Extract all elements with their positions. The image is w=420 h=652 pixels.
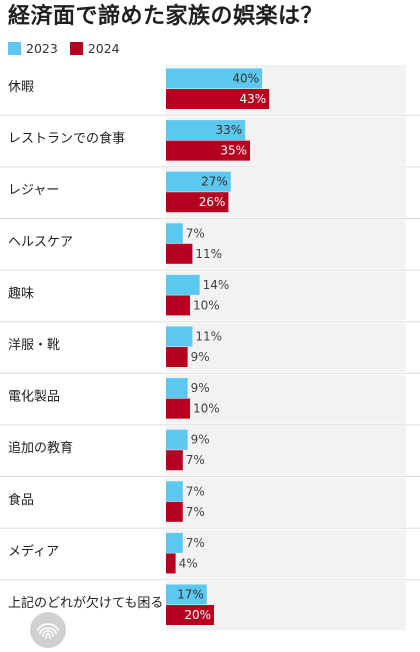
bar-2024 — [166, 295, 190, 316]
data-label-2023: 40% — [232, 72, 259, 86]
data-label-2023: 9% — [191, 381, 210, 395]
bar-2023 — [166, 429, 188, 450]
row-background — [166, 271, 406, 321]
legend-label-2023: 2023 — [26, 40, 58, 56]
bar-2023 — [166, 171, 231, 192]
legend-item-2023: 2023 — [8, 41, 58, 56]
data-label-2023: 17% — [177, 588, 204, 602]
category-label: 趣味 — [8, 286, 34, 301]
data-label-2023: 9% — [191, 433, 210, 447]
data-label-2023: 7% — [186, 226, 205, 240]
data-label-2024: 43% — [240, 92, 267, 106]
bar-2023 — [166, 481, 183, 502]
data-label-2024: 9% — [191, 350, 210, 364]
legend-swatch-2023 — [8, 41, 21, 55]
bar-2024 — [166, 553, 176, 574]
category-row: 上記のどれが欠けても困る 17% 20% — [0, 579, 420, 630]
bar-2023 — [166, 68, 262, 89]
data-label-2024: 11% — [195, 247, 222, 261]
bar-2024 — [166, 347, 188, 367]
bar-2023 — [166, 378, 188, 399]
row-background — [166, 426, 406, 476]
data-label-2024: 35% — [220, 144, 247, 158]
category-row: レジャー 27% 26% — [0, 166, 420, 218]
data-label-2024: 26% — [199, 195, 226, 209]
category-label: ヘルスケア — [8, 235, 73, 250]
data-label-2024: 10% — [193, 402, 220, 416]
category-label: レジャー — [8, 183, 59, 198]
data-label-2024: 7% — [186, 453, 205, 467]
data-label-2023: 33% — [216, 123, 243, 137]
category-label: 上記のどれが欠けても困る — [8, 595, 163, 611]
row-background — [166, 219, 406, 269]
row-background — [166, 374, 406, 424]
data-label-2023: 14% — [203, 278, 230, 292]
bar-2024 — [166, 243, 193, 264]
data-label-2023: 27% — [201, 175, 228, 189]
category-label: 追加の教育 — [8, 440, 73, 456]
bar-2024 — [166, 605, 214, 625]
data-label-2024: 7% — [186, 505, 205, 519]
category-row: レストランでの食事 33% 35% — [0, 114, 420, 166]
data-label-2024: 10% — [193, 298, 220, 312]
bar-2023 — [166, 326, 193, 347]
row-background — [166, 529, 406, 579]
category-row: メディア 7% 4% — [0, 527, 420, 579]
row-background — [166, 323, 406, 372]
data-label-2024: 20% — [184, 608, 211, 622]
category-row: 洋服・靴 11% 9% — [0, 321, 420, 372]
data-label-2023: 11% — [195, 330, 222, 344]
bar-2023 — [166, 120, 246, 141]
category-row: 追加の教育 9% 7% — [0, 424, 420, 476]
category-row: 電化製品 9% 10% — [0, 372, 420, 424]
category-row: 食品 7% 7% — [0, 476, 420, 527]
category-label: 洋服・靴 — [8, 338, 60, 353]
legend-item-2024: 2024 — [69, 40, 120, 56]
category-label: 休暇 — [8, 80, 34, 95]
chart-title: 経済面で諦めた家族の娯楽は？ — [8, 4, 324, 29]
bar-2024 — [166, 450, 183, 471]
bar-2023 — [166, 274, 200, 295]
bar-2023 — [166, 223, 183, 244]
category-row: 趣味 14% 10% — [0, 269, 420, 321]
bar-2023 — [166, 584, 207, 605]
data-label-2023: 7% — [186, 536, 205, 550]
data-label-2023: 7% — [186, 484, 205, 498]
fingerprint-icon[interactable] — [30, 612, 66, 648]
legend-label-2024: 2024 — [87, 40, 120, 56]
bar-2023 — [166, 532, 183, 553]
bar-2024 — [166, 501, 183, 522]
category-label: 食品 — [8, 492, 34, 508]
bar-2024 — [166, 140, 250, 161]
category-row: 休暇 40% 43% — [8, 65, 406, 114]
legend: 2023 2024 — [8, 39, 132, 57]
category-label: 電化製品 — [8, 390, 60, 405]
row-background — [166, 477, 406, 527]
bar-2024 — [166, 192, 229, 213]
category-row: ヘルスケア 7% 11% — [0, 218, 420, 269]
data-label-2024: 4% — [179, 556, 198, 570]
bar-2024 — [166, 89, 270, 109]
category-label: レストランでの食事 — [8, 131, 125, 147]
category-label: メディア — [8, 543, 59, 559]
legend-swatch-2024 — [69, 41, 83, 55]
bar-2024 — [166, 398, 190, 419]
